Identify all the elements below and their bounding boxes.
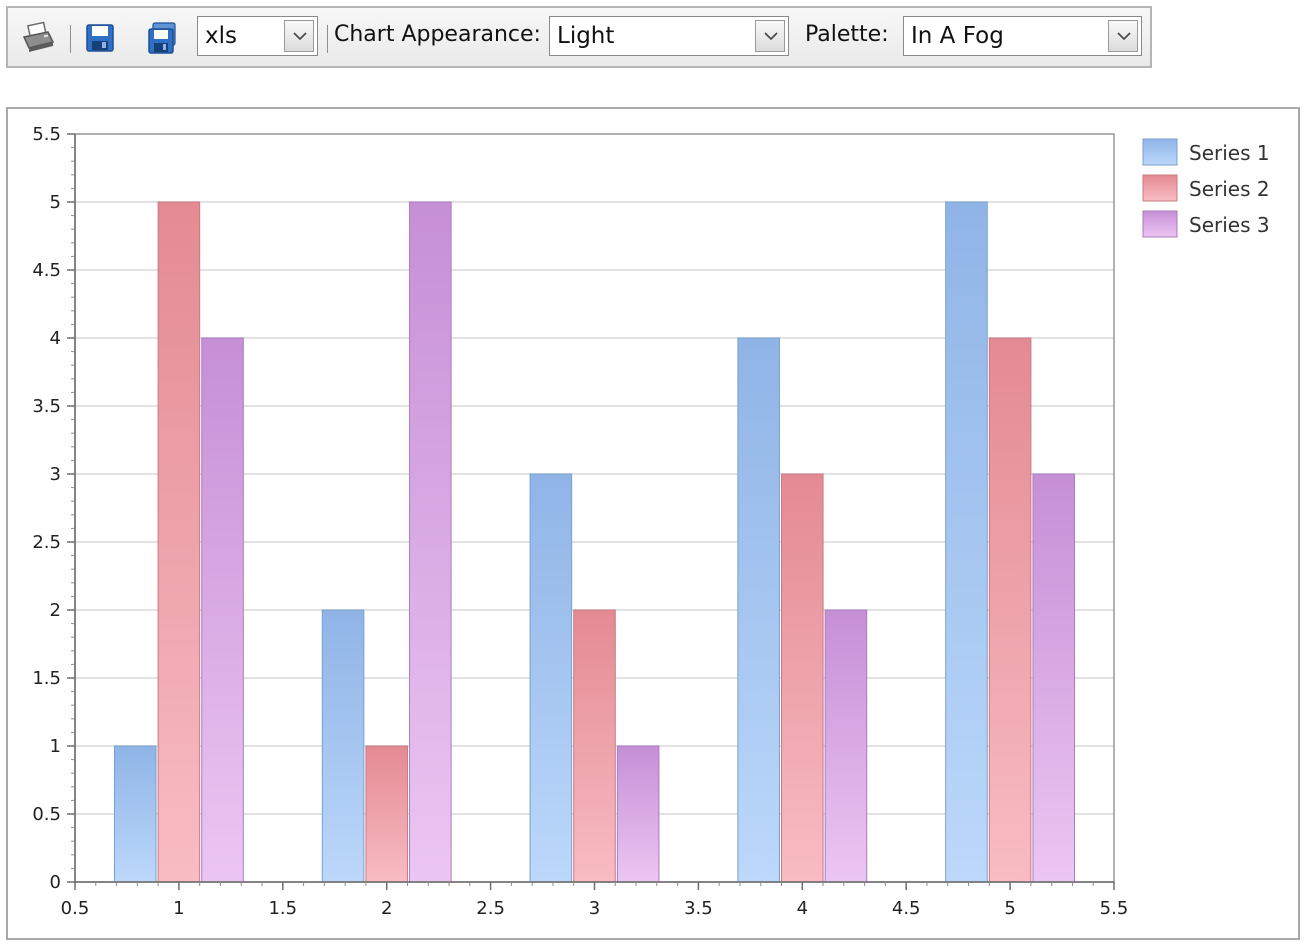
legend-label-series-1[interactable]: Series 1	[1189, 141, 1270, 165]
y-tick-label: 1.5	[32, 668, 61, 689]
chart-panel: 0 0.5 1 1.5 2 2.5 3 3.5 4 4.5 5 5.5 0.5 1 1.5 2 2.5 3 3.5 4…	[6, 107, 1300, 940]
chevron-down-icon	[293, 32, 307, 41]
bar-series-3-x-3[interactable]	[616, 745, 660, 883]
bar-series-2-x-3[interactable]	[573, 609, 616, 883]
chevron-down-icon	[1117, 32, 1131, 41]
save-icon	[86, 24, 114, 52]
chart-appearance-value: Light	[557, 23, 615, 49]
bar-series-1-x-5[interactable]	[945, 201, 988, 883]
bar-series-2-x-5[interactable]	[988, 337, 1032, 883]
bar-chart: 00.511.522.533.544.555.50.5 1 1.5 2 2.5 3 3.5 4…	[32, 124, 1270, 919]
y-tick-label: 5.5	[32, 124, 61, 145]
bar-series-1-x-4[interactable]	[737, 337, 780, 883]
y-tick-label: 1	[50, 736, 61, 757]
bar-series-2-x-2[interactable]	[365, 745, 408, 883]
y-tick-label: 2	[50, 600, 61, 621]
chart-appearance-dropdown-button[interactable]	[755, 20, 785, 52]
x-tick-label: 1	[173, 898, 184, 919]
bar-series-3-x-4[interactable]	[824, 609, 868, 883]
x-tick-label: 2.5	[476, 898, 505, 919]
y-tick-label: 0.5	[32, 804, 61, 825]
x-tick-label: 3	[589, 898, 600, 919]
x-tick-label: 4	[797, 898, 808, 919]
palette-dropdown-button[interactable]	[1108, 20, 1138, 52]
printer-icon	[22, 21, 55, 52]
y-tick-label: 0	[50, 872, 61, 893]
y-tick-label: 4.5	[32, 260, 61, 281]
palette-value: In A Fog	[911, 23, 1004, 49]
print-button[interactable]	[20, 20, 56, 56]
bar-series-3-x-5[interactable]	[1032, 473, 1076, 883]
y-tick-label: 4	[50, 328, 61, 349]
chart-appearance-select[interactable]: Light	[549, 16, 789, 56]
y-tick-label: 3.5	[32, 396, 61, 417]
x-tick-label: 1.5	[268, 898, 297, 919]
x-tick-label: 4.5	[892, 898, 921, 919]
bar-series-3-x-2[interactable]	[409, 201, 452, 883]
export-format-dropdown-button[interactable]	[284, 20, 314, 52]
x-tick-label: 2	[381, 898, 392, 919]
bar-series-3-x-1[interactable]	[201, 337, 244, 883]
legend-swatch-series-1	[1142, 138, 1178, 166]
legend-label-series-3[interactable]: Series 3	[1189, 213, 1270, 237]
chart-appearance-label: Chart Appearance:	[334, 22, 541, 47]
bar-series-1-x-2[interactable]	[321, 609, 365, 883]
chevron-down-icon	[764, 32, 778, 41]
x-tick-label: 3.5	[684, 898, 713, 919]
y-tick-label: 3	[50, 464, 61, 485]
toolbar: xls Chart Appearance: Light Palette: In …	[6, 6, 1152, 68]
save-as-icon	[148, 22, 176, 54]
save-as-button[interactable]	[144, 20, 180, 56]
palette-select[interactable]: In A Fog	[903, 16, 1142, 56]
x-tick-label: 5.5	[1100, 898, 1129, 919]
x-tick-label: 5	[1004, 898, 1015, 919]
y-tick-label: 2.5	[32, 532, 61, 553]
bar-series-2-x-4[interactable]	[781, 473, 824, 883]
legend: Series 1 Series 2 Series 3	[1142, 138, 1270, 238]
bar-series-1-x-3[interactable]	[529, 473, 573, 883]
palette-label: Palette:	[805, 22, 889, 47]
save-button[interactable]	[82, 20, 118, 56]
export-format-select[interactable]: xls	[197, 16, 318, 56]
legend-label-series-2[interactable]: Series 2	[1189, 177, 1270, 201]
legend-swatch-series-3	[1142, 210, 1178, 238]
legend-swatch-series-2	[1142, 174, 1178, 202]
bar-series-2-x-1[interactable]	[157, 201, 201, 883]
export-format-value: xls	[205, 23, 237, 49]
x-tick-label: 0.5	[61, 898, 90, 919]
axes: 00.511.522.533.544.555.50.5 1 1.5 2 2.5 3 3.5 4…	[32, 124, 1128, 919]
bars	[113, 201, 1076, 883]
toolbar-separator	[70, 25, 71, 53]
y-tick-label: 5	[50, 192, 61, 213]
toolbar-separator	[327, 25, 328, 53]
bar-series-1-x-1[interactable]	[113, 745, 157, 883]
